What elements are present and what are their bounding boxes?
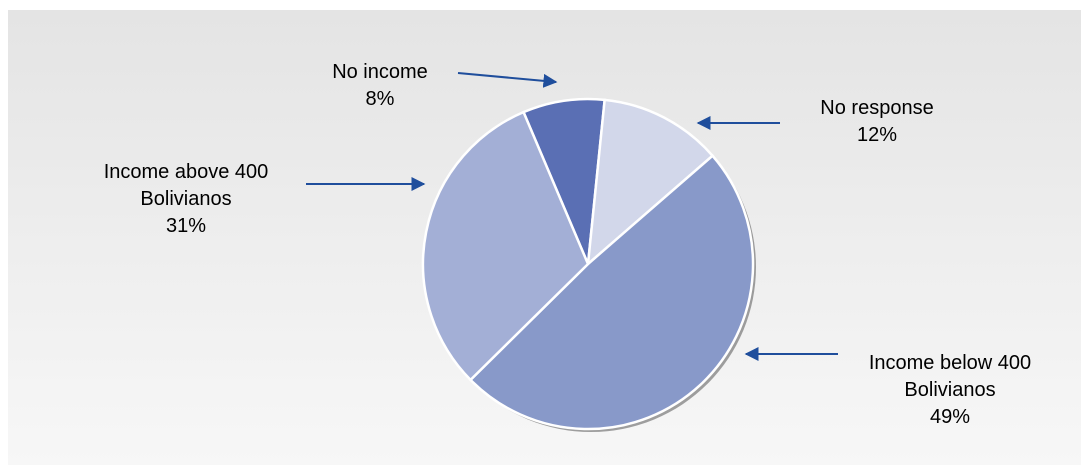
slice-label-line: Bolivianos <box>140 188 231 210</box>
chart-panel: No income 8% No response 12% Income below 40… <box>8 10 1081 465</box>
pie-slice-no-response <box>586 98 715 268</box>
slice-label-income-below-400: Income below 400 Bolivianos 49% <box>869 352 1031 428</box>
pie-chart: No income 8% No response 12% Income below 40… <box>104 61 1031 432</box>
slice-percent: 12% <box>857 124 897 146</box>
callout-arrow-no-income <box>457 72 558 88</box>
slice-label-line: Income above 400 <box>104 161 269 183</box>
pie-slice-income-above-400 <box>421 110 590 382</box>
slice-label-no-income: No income 8% <box>332 61 428 110</box>
slice-percent: 31% <box>166 215 206 237</box>
slice-label-line: No response <box>820 97 933 119</box>
slice-percent: 49% <box>930 406 970 428</box>
slice-label-line: Bolivianos <box>904 379 995 401</box>
slice-label-line: Income below 400 <box>869 352 1031 374</box>
slice-label-no-response: No response 12% <box>820 97 933 146</box>
slice-label-line: No income <box>332 61 428 83</box>
pie-slice-income-below-400 <box>468 153 755 431</box>
slice-label-income-above-400: Income above 400 Bolivianos 31% <box>104 161 269 237</box>
slice-percent: 8% <box>366 88 395 110</box>
